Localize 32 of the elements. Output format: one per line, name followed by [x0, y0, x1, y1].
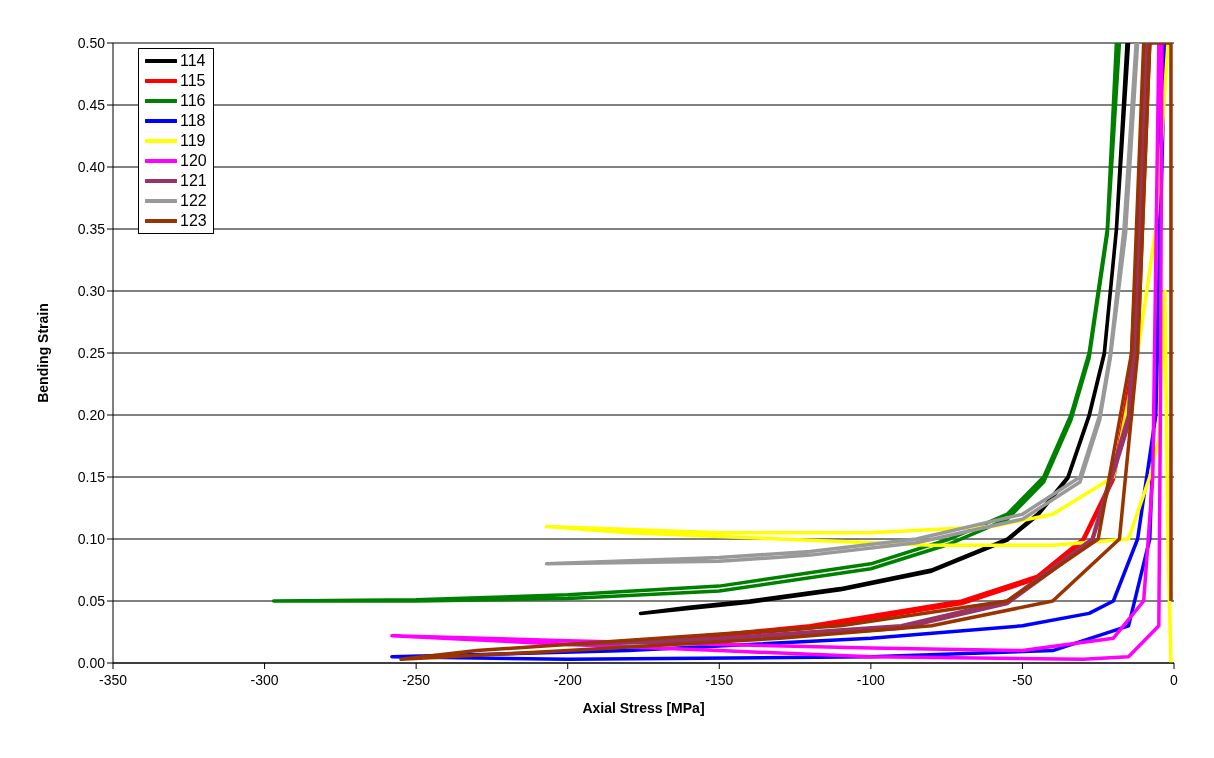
line-series	[271, 43, 1122, 603]
legend-label: 120	[180, 152, 207, 170]
legend-label: 119	[180, 132, 206, 150]
y-tick-label: 0.20	[77, 406, 106, 423]
y-tick-label: 0.35	[77, 220, 106, 237]
y-tick-label: 0.40	[77, 158, 106, 175]
legend-label: 114	[180, 52, 206, 70]
x-tick-label: -50	[1012, 671, 1033, 688]
y-tick-label: 0.45	[77, 96, 106, 113]
x-tick-label: -250	[402, 671, 431, 688]
y-tick-label: 0.50	[77, 34, 106, 51]
y-tick-label: 0.05	[77, 592, 106, 609]
legend-label: 115	[180, 72, 206, 90]
y-tick-label: 0.15	[77, 468, 106, 485]
x-tick-label: -150	[705, 671, 734, 688]
x-tick-label: -350	[98, 671, 128, 688]
legend-label: 123	[180, 212, 207, 230]
line-series	[544, 43, 1140, 566]
legend-label: 122	[180, 192, 207, 210]
x-tick-label: -300	[250, 671, 279, 688]
y-tick-label: 0.10	[77, 530, 106, 547]
y-axis-title: Bending Strain	[34, 303, 51, 403]
y-tick-label: 0.30	[77, 282, 106, 299]
x-axis-title: Axial Stress [MPa]	[582, 700, 705, 716]
legend-label: 121	[180, 172, 207, 190]
x-tick-label: 0	[1170, 671, 1179, 688]
legend-label: 118	[180, 112, 206, 130]
y-tick-label: 0.00	[77, 654, 106, 671]
legend-label: 116	[180, 92, 206, 110]
x-tick-label: -100	[856, 671, 886, 688]
y-tick-label: 0.25	[77, 344, 106, 361]
x-tick-label: -200	[553, 671, 582, 688]
